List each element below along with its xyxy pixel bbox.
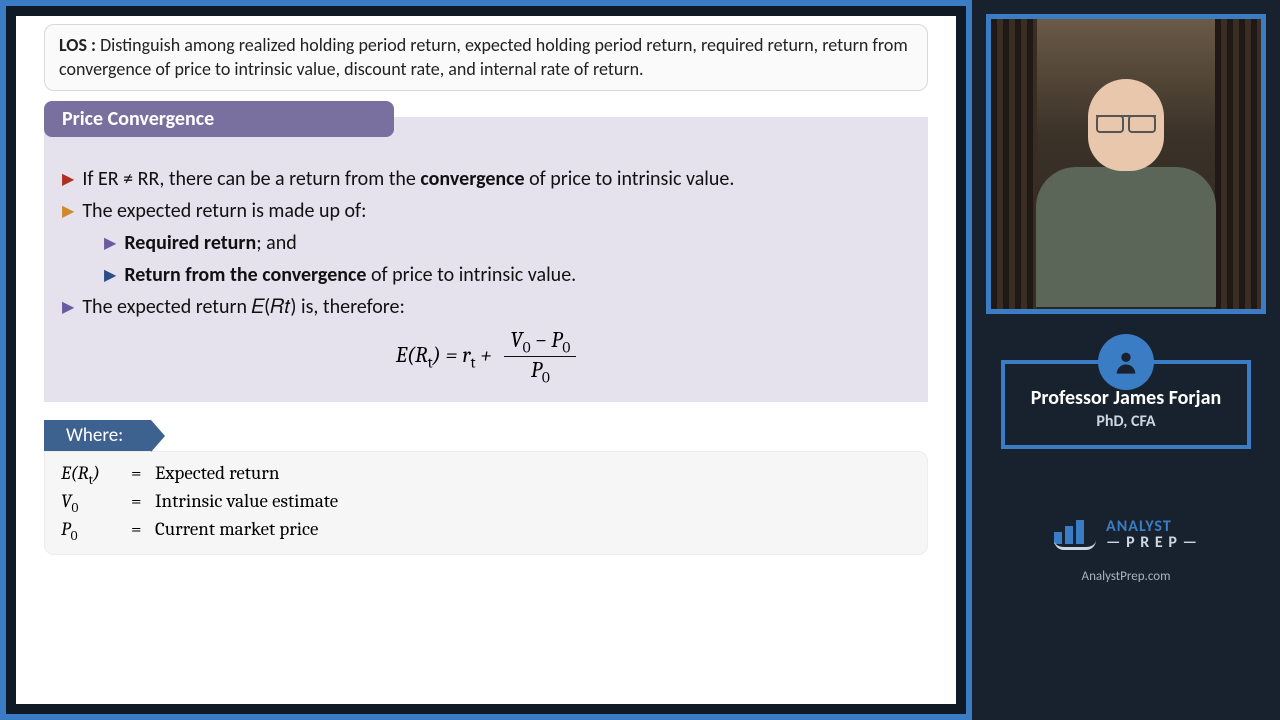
bullet-3: ▶ The expected return 𝐸(𝑅𝑡) is, therefor… — [62, 295, 910, 321]
section-title: Price Convergence — [44, 101, 394, 137]
where-body: E(Rt) = Expected return V0 = Intrinsic v… — [44, 451, 928, 554]
arrow-icon: ▶ — [104, 263, 116, 289]
los-box: LOS : Distinguish among realized holding… — [44, 24, 928, 91]
where-row: E(Rt) = Expected return — [61, 462, 911, 488]
arrow-icon: ▶ — [62, 167, 74, 193]
curtain-decor — [991, 19, 1037, 309]
brand-site: AnalystPrep.com — [1082, 569, 1171, 584]
presenter-figure — [1036, 79, 1216, 309]
presenter-name-card: Professor James Forjan PhD, CFA — [1001, 360, 1251, 449]
where-section: Where: E(Rt) = Expected return V0 = Intr… — [44, 420, 928, 554]
avatar-icon — [1098, 334, 1154, 390]
presenter-credentials: PhD, CFA — [1015, 412, 1237, 431]
presenter-video — [986, 14, 1266, 314]
brand-logo: ANALYST — P R E P — — [1054, 519, 1198, 551]
bullet-1: ▶ If ER ≠ RR, there can be a return from… — [62, 167, 910, 193]
swoosh-icon — [1054, 540, 1096, 550]
brand-bottom: — P R E P — — [1106, 535, 1198, 551]
where-label: Where: — [44, 420, 151, 451]
content-box: Price Convergence ▶ If ER ≠ RR, there ca… — [44, 117, 928, 403]
bullet-2: ▶ The expected return is made up of: — [62, 199, 910, 225]
where-row: V0 = Intrinsic value estimate — [61, 490, 911, 516]
slide-frame: LOS : Distinguish among realized holding… — [0, 0, 972, 720]
los-prefix: LOS : — [59, 34, 96, 56]
los-text: Distinguish among realized holding perio… — [59, 34, 908, 80]
bullet-2a: ▶ Required return; and — [104, 231, 910, 257]
presenter-panel: Professor James Forjan PhD, CFA ANALYST … — [972, 0, 1280, 720]
arrow-icon: ▶ — [62, 295, 74, 321]
arrow-icon: ▶ — [62, 199, 74, 225]
formula: E(Rt) = rt + V0 − P0 P0 — [62, 327, 910, 387]
bullet-2b: ▶ Return from the convergence of price t… — [104, 263, 910, 289]
arrow-icon: ▶ — [104, 231, 116, 257]
slide: LOS : Distinguish among realized holding… — [16, 16, 956, 704]
where-row: P0 = Current market price — [61, 518, 911, 544]
curtain-decor — [1215, 19, 1261, 309]
